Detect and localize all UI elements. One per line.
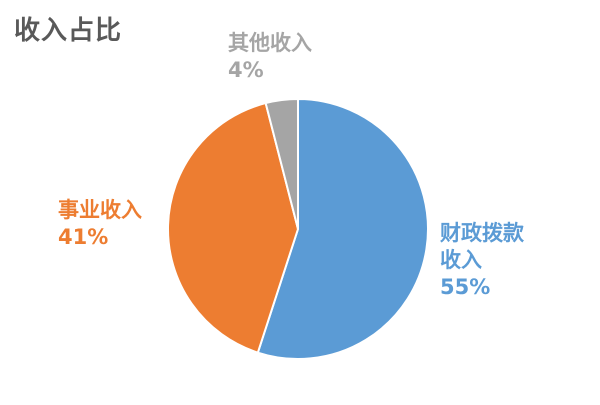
chart-title: 收入占比 [14,16,123,46]
slice-name-line-2: 收入 [440,248,482,272]
slice-name-line-1: 事业收入 [58,198,142,222]
slice-label-other-income: 其他收入 4% [228,30,312,84]
pie-slice-business-income [167,101,300,354]
slice-label-fiscal-appropriation: 财政拨款 收入 55% [440,220,524,301]
slice-name-line-1: 财政拨款 [440,221,524,245]
slice-label-business-income: 事业收入 41% [58,197,142,251]
slice-percent: 4% [228,58,264,82]
slice-percent: 55% [440,275,491,299]
slice-name-line-1: 其他收入 [228,31,312,55]
slice-percent: 41% [58,225,109,249]
pie-slice-fiscal-appropriation [256,97,429,360]
pie-slice-other-income [264,97,299,230]
